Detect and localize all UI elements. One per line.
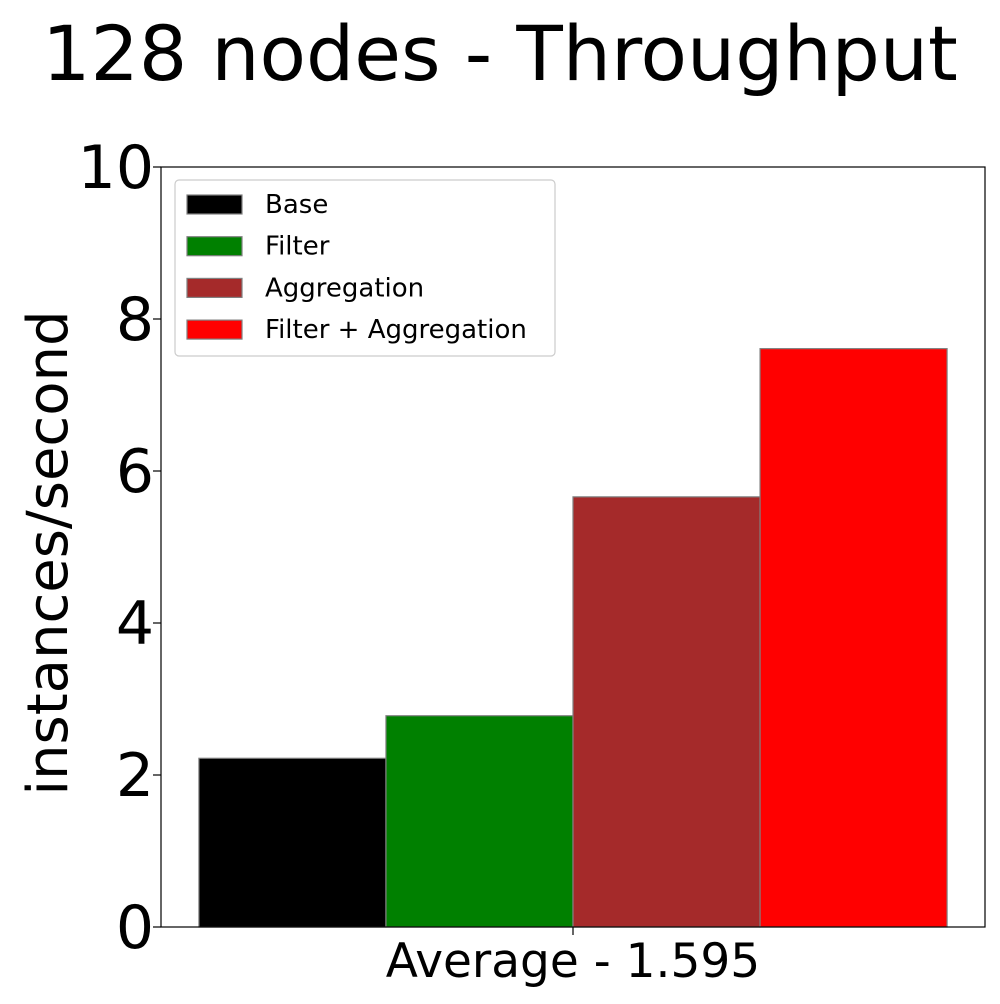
y-tick-label: 10: [78, 133, 154, 203]
y-axis-ticks: 0 2 4 6 8 10: [78, 133, 161, 963]
legend-swatch-aggregation: [186, 277, 243, 298]
y-axis-label: instances/second: [16, 311, 81, 796]
legend-label-filter: Filter: [265, 232, 330, 262]
bar-base: [198, 757, 387, 928]
bars-layer: [198, 348, 948, 928]
legend-swatch-filter-aggregation: [186, 319, 243, 340]
legend-label-base: Base: [265, 190, 328, 220]
legend-swatch-base: [186, 194, 243, 215]
legend-box: [174, 179, 556, 357]
bar-filter-aggregation: [759, 348, 948, 928]
y-tick-label: 0: [116, 893, 154, 963]
y-tick-label: 8: [116, 285, 154, 355]
chart-title: 128 nodes - Throughput: [42, 9, 958, 98]
bar-aggregation: [572, 496, 761, 928]
legend-label-filter-aggregation: Filter + Aggregation: [265, 315, 527, 345]
x-tick-label: Average - 1.595: [386, 934, 760, 989]
legend-swatch-filter: [186, 236, 243, 257]
y-tick-label: 6: [116, 437, 154, 507]
y-tick-label: 4: [116, 589, 154, 659]
y-tick-label: 2: [116, 741, 154, 811]
legend: Base Filter Aggregation Filter + Aggregatio…: [174, 179, 556, 357]
bar-filter: [385, 715, 574, 928]
x-axis-ticks: Average - 1.595: [386, 927, 760, 989]
plot-area-frame: [160, 166, 986, 928]
legend-label-aggregation: Aggregation: [265, 273, 424, 303]
